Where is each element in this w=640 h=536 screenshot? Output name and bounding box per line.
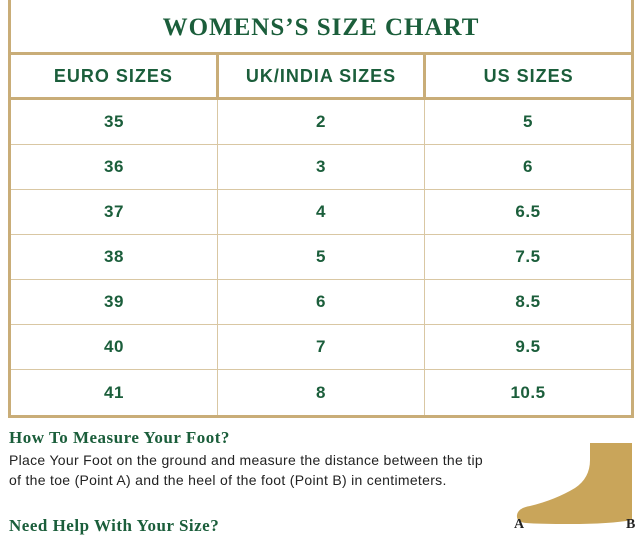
header-us: US SIZES [483, 65, 574, 86]
table-row: 39 6 8.5 [11, 280, 631, 325]
table-cell: 36 [11, 145, 218, 189]
table-cell: 3 [218, 145, 425, 189]
table-cell: 5 [523, 112, 533, 131]
table-cell: 6.5 [515, 202, 541, 221]
table-cell: 39 [11, 280, 218, 324]
table-cell: 10.5 [510, 382, 546, 402]
table-cell: 35 [11, 100, 218, 144]
point-b-label: B [626, 517, 636, 532]
table-cell: 38 [11, 235, 218, 279]
point-a-label: A [514, 517, 525, 532]
table-cell: 2 [218, 100, 425, 144]
foot-icon [516, 443, 632, 524]
table-cell: 6 [218, 280, 425, 324]
table-cell: 40 [11, 325, 218, 369]
table-cell: 41 [11, 370, 218, 415]
measure-heading: How To Measure Your Foot? [9, 428, 230, 447]
header-euro: EURO SIZES [11, 55, 219, 97]
table-row: 41 8 10.5 [11, 370, 631, 415]
foot-illustration [516, 443, 632, 524]
table-cell: 8.5 [515, 292, 541, 311]
table-cell: 9.5 [515, 337, 541, 356]
table-row: 36 3 6 [11, 145, 631, 190]
table-cell: 8 [218, 370, 425, 415]
table-cell: 7.5 [515, 247, 541, 266]
table-cell: 37 [11, 190, 218, 234]
table-row: 40 7 9.5 [11, 325, 631, 370]
table-row: 37 4 6.5 [11, 190, 631, 235]
help-heading: Need Help With Your Size? [9, 516, 220, 535]
measure-instructions: Place Your Foot on the ground and measur… [9, 452, 483, 488]
table-row: 35 2 5 [11, 100, 631, 145]
table-cell: 7 [218, 325, 425, 369]
size-chart-table: WOMENS’S SIZE CHART EURO SIZES UK/INDIA … [8, 0, 634, 418]
chart-title: WOMENS’S SIZE CHART [11, 0, 631, 55]
table-row: 38 5 7.5 [11, 235, 631, 280]
header-uk-india: UK/INDIA SIZES [219, 55, 427, 97]
table-header-row: EURO SIZES UK/INDIA SIZES US SIZES [11, 55, 631, 100]
table-cell: 5 [218, 235, 425, 279]
table-cell: 6 [523, 157, 533, 176]
table-cell: 4 [218, 190, 425, 234]
